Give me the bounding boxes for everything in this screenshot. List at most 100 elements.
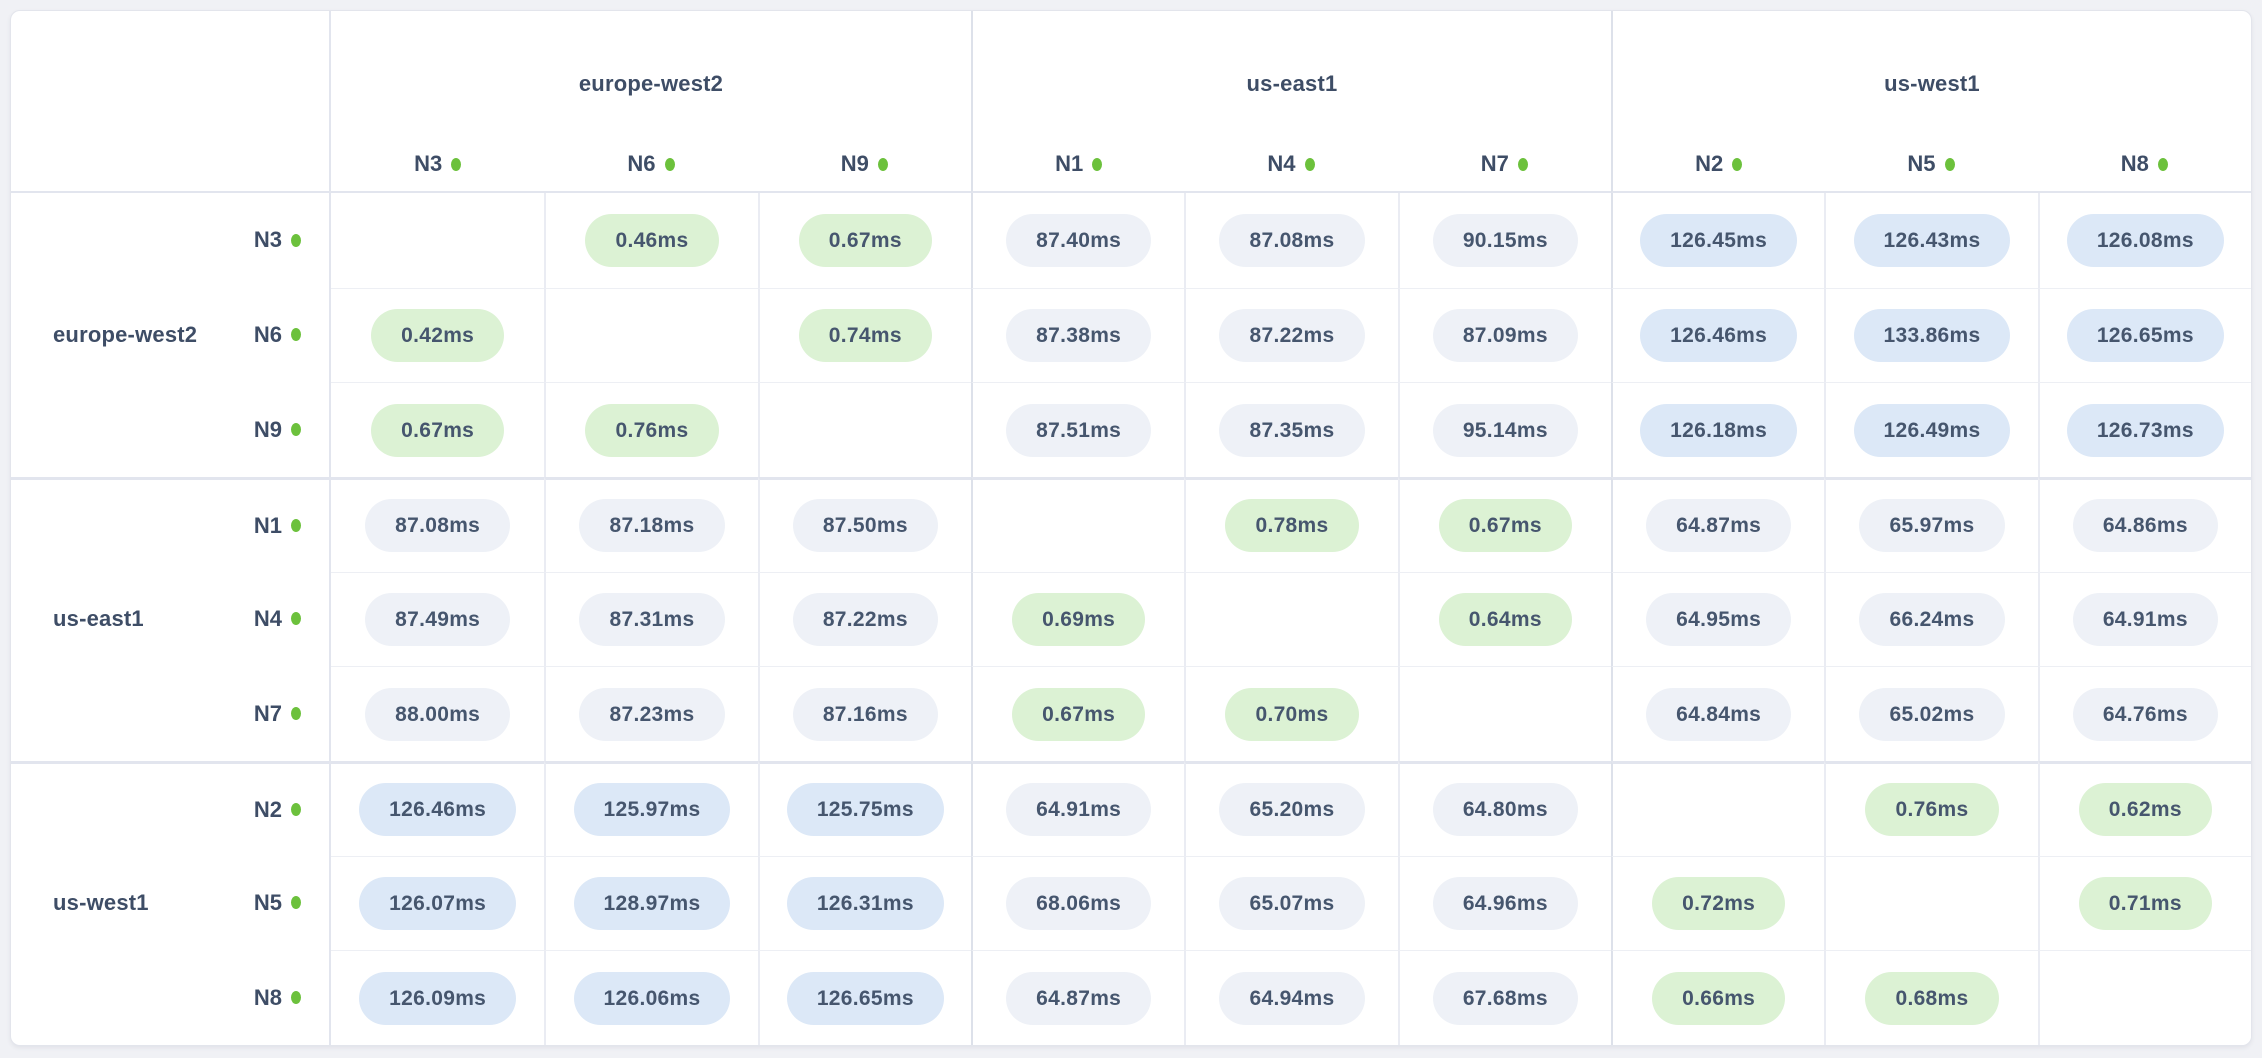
latency-pill: 64.94ms (1219, 971, 1365, 1025)
latency-cell: 64.94ms (1184, 950, 1398, 1045)
latency-pill: 64.95ms (1646, 592, 1792, 646)
latency-cell: 64.91ms (970, 760, 1185, 856)
latency-cell: 64.84ms (1610, 666, 1825, 761)
latency-cell: 90.15ms (1397, 193, 1611, 288)
latency-pill: 64.86ms (2072, 499, 2218, 553)
column-node-header: N3 (331, 109, 545, 193)
node-link[interactable]: N1 (254, 513, 301, 539)
node-id-label: N7 (1480, 151, 1509, 176)
node-live-dot-icon (664, 157, 675, 171)
latency-cell: 0.67ms (757, 193, 971, 288)
latency-cell: 125.97ms (544, 760, 758, 856)
node-id-label: N4 (1267, 151, 1296, 176)
latency-pill: 65.20ms (1219, 783, 1365, 837)
node-link[interactable]: N5 (254, 890, 301, 916)
latency-pill: 87.51ms (1006, 403, 1152, 457)
node-link[interactable]: N2 (1695, 151, 1743, 177)
node-link[interactable]: N6 (254, 322, 301, 348)
latency-pill: 65.97ms (1859, 499, 2005, 553)
row-node-header: N7 (11, 666, 331, 761)
node-link[interactable]: N1 (1055, 151, 1103, 177)
node-link[interactable]: N4 (254, 606, 301, 632)
latency-pill: 0.42ms (371, 308, 505, 362)
latency-cell (1824, 855, 2038, 951)
latency-pill: 64.96ms (1432, 876, 1578, 930)
latency-cell: 126.45ms (1610, 193, 1825, 288)
latency-pill: 0.67ms (798, 213, 932, 267)
latency-cell (757, 382, 971, 477)
node-link[interactable]: N2 (254, 797, 301, 823)
latency-cell: 87.38ms (970, 287, 1185, 383)
latency-pill: 125.75ms (786, 783, 944, 837)
row-node-header: N3 (11, 193, 331, 288)
latency-pill: 90.15ms (1432, 213, 1578, 267)
latency-pill: 66.24ms (1859, 592, 2005, 646)
latency-cell: 126.46ms (1610, 287, 1825, 383)
latency-pill: 0.46ms (585, 213, 719, 267)
latency-pill: 126.18ms (1640, 403, 1798, 457)
latency-cell: 0.78ms (1184, 476, 1398, 572)
row-node-header: us-east1 N4 (11, 571, 331, 667)
node-id-label: N7 (253, 700, 282, 726)
latency-cell: 64.87ms (1610, 476, 1825, 572)
latency-cell (1610, 760, 1825, 856)
node-link[interactable]: N8 (2121, 151, 2168, 177)
node-live-dot-icon (291, 423, 301, 437)
node-id-label: N4 (253, 605, 282, 631)
latency-cell: 88.00ms (331, 666, 545, 761)
column-node-header: N1 (970, 109, 1185, 193)
latency-cell: 95.14ms (1397, 382, 1611, 477)
node-link[interactable]: N3 (414, 151, 462, 177)
latency-cell: 126.46ms (331, 760, 545, 856)
node-link[interactable]: N8 (254, 985, 301, 1011)
node-link[interactable]: N6 (627, 151, 675, 177)
latency-pill: 0.69ms (1012, 592, 1146, 646)
latency-pill: 126.31ms (786, 876, 944, 930)
node-link[interactable]: N4 (1267, 151, 1315, 177)
latency-pill: 87.22ms (792, 592, 938, 646)
latency-pill: 0.67ms (1438, 499, 1572, 553)
node-live-dot-icon (291, 707, 301, 721)
latency-cell: 87.50ms (757, 476, 971, 572)
latency-pill: 126.08ms (2066, 213, 2224, 267)
latency-cell: 64.95ms (1610, 571, 1825, 667)
column-region-title: europe-west2 (331, 11, 971, 109)
latency-cell: 126.18ms (1610, 382, 1825, 477)
latency-cell: 64.76ms (2037, 666, 2251, 761)
latency-pill: 87.23ms (579, 687, 725, 741)
node-link[interactable]: N7 (254, 701, 301, 727)
latency-pill: 126.45ms (1640, 213, 1798, 267)
latency-cell: 126.65ms (2037, 287, 2251, 383)
latency-pill: 87.35ms (1219, 403, 1365, 457)
latency-pill: 88.00ms (365, 687, 511, 741)
latency-pill: 87.16ms (792, 687, 938, 741)
latency-pill: 126.65ms (786, 971, 944, 1025)
latency-pill: 128.97ms (573, 876, 731, 930)
latency-pill: 126.46ms (1640, 308, 1798, 362)
node-link[interactable]: N9 (841, 151, 888, 177)
node-link[interactable]: N5 (1907, 151, 1955, 177)
node-link[interactable]: N3 (254, 227, 301, 253)
latency-pill: 87.38ms (1006, 308, 1152, 362)
row-node-header: N9 (11, 382, 331, 477)
latency-cell: 87.23ms (544, 666, 758, 761)
latency-pill: 87.49ms (365, 592, 511, 646)
latency-cell: 64.91ms (2037, 571, 2251, 667)
row-region-title-label: us-west1 (53, 889, 149, 915)
latency-pill: 0.78ms (1225, 499, 1359, 553)
latency-pill: 64.91ms (1006, 783, 1152, 837)
column-node-header: N9 (757, 109, 971, 193)
latency-cell: 87.40ms (970, 193, 1185, 288)
latency-pill: 0.62ms (2078, 783, 2212, 837)
column-node-header: N2 (1610, 109, 1825, 193)
latency-cell: 126.43ms (1824, 193, 2038, 288)
node-id-label: N5 (1907, 151, 1936, 176)
node-id-label: N3 (414, 151, 443, 176)
latency-cell: 0.69ms (970, 571, 1185, 667)
latency-cell: 0.68ms (1824, 950, 2038, 1045)
latency-cell: 133.86ms (1824, 287, 2038, 383)
node-live-dot-icon (451, 157, 462, 171)
latency-cell: 0.42ms (331, 287, 545, 383)
node-link[interactable]: N9 (254, 417, 301, 443)
node-link[interactable]: N7 (1481, 151, 1528, 177)
